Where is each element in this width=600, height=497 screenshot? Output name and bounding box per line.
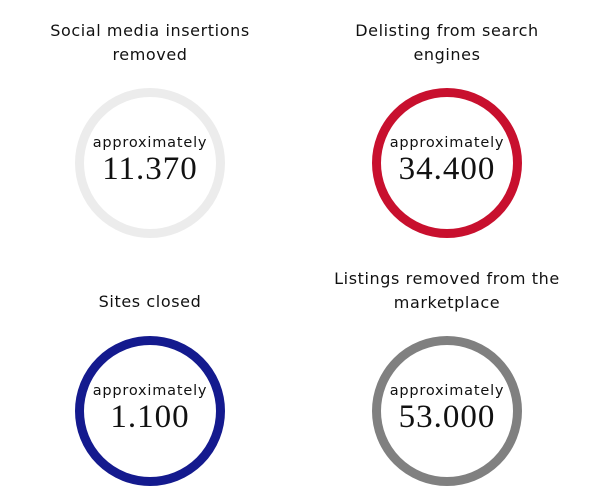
stat-value: 53.000 <box>398 399 496 435</box>
stat-ring: approximately 1.100 <box>75 336 225 486</box>
stat-value: 1.100 <box>110 399 190 435</box>
stat-qualifier: approximately <box>92 135 208 151</box>
stat-title: Listings removed from the marketplace <box>334 269 560 312</box>
stat-title: Social media insertions removed <box>50 21 250 64</box>
stat-qualifier: approximately <box>389 135 505 151</box>
stat-qualifier: approximately <box>389 383 505 399</box>
stat-value: 34.400 <box>398 151 496 187</box>
stat-title: Delisting from search engines <box>355 21 539 64</box>
stat-qualifier: approximately <box>92 383 208 399</box>
stat-title: Sites closed <box>98 292 202 311</box>
stat-value: 11.370 <box>102 151 198 187</box>
stat-ring: approximately 11.370 <box>75 88 225 238</box>
stat-ring: approximately 34.400 <box>372 88 522 238</box>
stat-ring: approximately 53.000 <box>372 336 522 486</box>
